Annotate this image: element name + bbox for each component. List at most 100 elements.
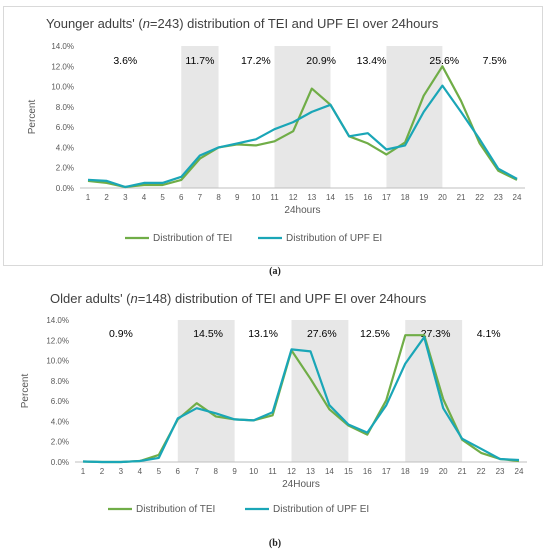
x-tick-label: 3 [123, 193, 128, 202]
chart-b: Older adults' (n=148) distribution of TE… [20, 291, 527, 515]
x-tick-label: 17 [382, 467, 391, 476]
x-axis-label: 24Hours [282, 479, 320, 490]
x-tick-label: 14 [326, 193, 335, 202]
y-tick-label: 12.0% [51, 62, 74, 71]
x-tick-label: 11 [270, 193, 279, 202]
y-tick-label: 14.0% [51, 42, 74, 51]
x-tick-label: 6 [176, 467, 181, 476]
shaded-period [405, 320, 463, 462]
chart-a-frame [3, 6, 543, 266]
x-tick-label: 18 [401, 467, 410, 476]
x-tick-label: 13 [306, 467, 315, 476]
x-tick-label: 15 [344, 467, 353, 476]
x-tick-label: 10 [251, 193, 260, 202]
x-tick-label: 4 [138, 467, 143, 476]
series-line-upf-ei [82, 336, 520, 464]
period-share-label: 27.6% [307, 328, 337, 340]
period-share-label: 7.5% [483, 55, 507, 67]
x-tick-label: 22 [475, 193, 484, 202]
x-tick-label: 19 [420, 467, 429, 476]
title-italic-n: n [143, 16, 150, 31]
series-line-tei [87, 65, 518, 189]
x-tick-label: 16 [363, 193, 372, 202]
y-tick-label: 6.0% [51, 397, 69, 406]
shaded-period [177, 320, 235, 462]
period-share-label: 4.1% [477, 328, 501, 340]
x-tick-label: 2 [100, 467, 105, 476]
x-tick-label: 15 [345, 193, 354, 202]
period-share-label: 25.6% [429, 55, 459, 67]
legend-label: Distribution of UPF EI [273, 504, 369, 515]
y-tick-label: 0.0% [51, 458, 69, 467]
y-axis-label: Percent [20, 374, 31, 409]
title-italic-n: n [131, 291, 138, 306]
x-tick-label: 13 [307, 193, 316, 202]
period-share-label: 13.1% [248, 328, 278, 340]
y-tick-label: 14.0% [46, 316, 69, 325]
period-share-label: 14.5% [193, 328, 223, 340]
x-tick-label: 24 [515, 467, 524, 476]
y-tick-label: 2.0% [51, 438, 69, 447]
x-tick-label: 3 [119, 467, 124, 476]
period-share-label: 12.5% [360, 328, 390, 340]
period-share-label: 3.6% [113, 55, 137, 67]
x-tick-label: 21 [457, 193, 466, 202]
caption-a: (a) [269, 266, 281, 277]
y-tick-label: 4.0% [56, 143, 74, 152]
x-tick-label: 1 [86, 193, 91, 202]
legend-label: Distribution of TEI [153, 233, 232, 244]
x-tick-label: 9 [232, 467, 237, 476]
x-tick-label: 19 [419, 193, 428, 202]
period-share-label: 27.3% [421, 328, 451, 340]
series-line-tei [82, 334, 520, 464]
period-share-label: 13.4% [357, 55, 387, 67]
x-tick-label: 8 [213, 467, 218, 476]
x-tick-label: 20 [438, 193, 447, 202]
x-tick-label: 16 [363, 467, 372, 476]
x-tick-label: 18 [401, 193, 410, 202]
x-tick-label: 20 [439, 467, 448, 476]
period-share-label: 11.7% [185, 55, 214, 67]
title-part: =243) distribution of TEI and UPF EI ove… [150, 16, 439, 31]
y-tick-label: 8.0% [51, 377, 69, 386]
legend-label: Distribution of UPF EI [286, 233, 382, 244]
y-axis-label: Percent [27, 100, 38, 135]
y-tick-label: 12.0% [46, 336, 69, 345]
x-tick-label: 17 [382, 193, 391, 202]
x-tick-label: 8 [216, 193, 221, 202]
x-tick-label: 5 [157, 467, 162, 476]
x-tick-label: 12 [289, 193, 298, 202]
chart-title: Younger adults' (n=243) distribution of … [46, 16, 439, 31]
period-share-label: 17.2% [241, 55, 271, 67]
shaded-period [181, 46, 219, 188]
title-part: Younger adults' ( [46, 16, 143, 31]
x-tick-label: 1 [81, 467, 86, 476]
period-share-label: 0.9% [109, 328, 133, 340]
title-part: =148) distribution of TEI and UPF EI ove… [138, 291, 427, 306]
y-tick-label: 10.0% [46, 357, 69, 366]
x-tick-label: 24 [513, 193, 522, 202]
title-part: Older adults' ( [50, 291, 131, 306]
chart-title: Older adults' (n=148) distribution of TE… [50, 291, 427, 306]
x-tick-label: 9 [235, 193, 240, 202]
x-tick-label: 12 [287, 467, 296, 476]
x-tick-label: 14 [325, 467, 334, 476]
x-tick-label: 2 [104, 193, 109, 202]
legend-label: Distribution of TEI [136, 504, 215, 515]
series-line-upf-ei [87, 84, 518, 189]
caption-b: (b) [268, 538, 282, 549]
y-tick-label: 10.0% [51, 83, 74, 92]
x-tick-label: 23 [496, 467, 505, 476]
x-tick-label: 7 [195, 467, 200, 476]
x-tick-label: 10 [249, 467, 258, 476]
chart-a: Younger adults' (n=243) distribution of … [27, 16, 525, 244]
shaded-period [291, 320, 349, 462]
x-tick-label: 11 [268, 467, 277, 476]
y-tick-label: 6.0% [56, 123, 74, 132]
x-tick-label: 6 [179, 193, 184, 202]
period-share-label: 20.9% [306, 55, 336, 67]
y-tick-label: 4.0% [51, 417, 69, 426]
x-axis-label: 24hours [284, 205, 320, 216]
x-tick-label: 23 [494, 193, 503, 202]
y-tick-label: 2.0% [56, 164, 74, 173]
